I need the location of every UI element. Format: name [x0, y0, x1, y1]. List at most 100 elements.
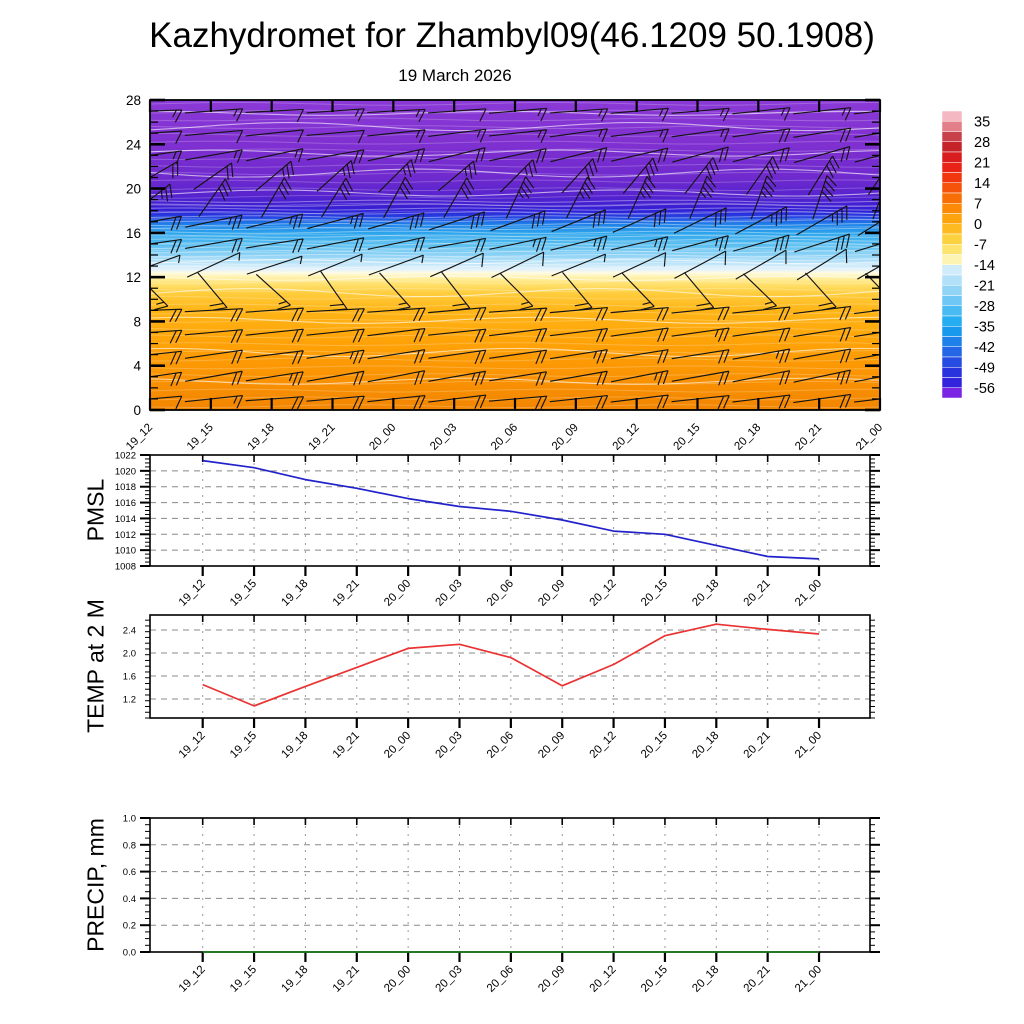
x-tick-label: 20_18 [690, 730, 721, 761]
x-tick-label: 20_18 [732, 422, 763, 453]
x-tick-label: 20_18 [690, 578, 721, 609]
colorbar-tick-label: -49 [974, 360, 995, 376]
wind-barbs [150, 107, 880, 410]
temp-grid [150, 615, 870, 718]
x-tick-label: 20_03 [434, 730, 465, 761]
x-tick-label: 20_15 [639, 730, 670, 761]
cross-section-y-tick-label: 0 [133, 403, 141, 418]
cross-section-x-labels: 19_12 19_15 19_18 19_21 20_00 20_03 20_06 20_09… [124, 422, 885, 453]
x-tick-label: 20_06 [489, 422, 520, 453]
x-tick-label: 19_18 [279, 578, 310, 609]
colorbar-tick-label: -35 [974, 319, 995, 335]
pmsl-series-line [202, 459, 820, 560]
x-tick-label: 19_18 [246, 422, 277, 453]
x-tick-label: 21_00 [793, 964, 824, 995]
precip-grid [150, 818, 870, 952]
x-tick-label: 20_12 [588, 730, 619, 761]
x-tick-label: 21_00 [793, 730, 824, 761]
colorbar-tick-label: -14 [974, 258, 995, 274]
precip-y-tick-label: 1.0 [123, 814, 136, 825]
precip-y-tick-label: 0.4 [123, 894, 136, 905]
colorbar-tick-label: 14 [974, 176, 990, 192]
x-tick-label: 20_00 [382, 578, 413, 609]
colorbar-tick-label: 21 [974, 155, 990, 171]
cross-section-y-tick-label: 8 [133, 314, 141, 329]
x-tick-label: 19_21 [331, 730, 362, 761]
colorbar-tick-label: 7 [974, 196, 982, 212]
cross-section-y-tick-label: 20 [126, 182, 141, 197]
x-tick-label: 21_00 [854, 422, 885, 453]
colorbar-tick-label: -56 [974, 381, 995, 397]
pmsl-y-tick-label: 1020 [115, 466, 136, 477]
x-tick-label: 19_15 [228, 578, 259, 609]
x-tick-label: 20_21 [742, 964, 773, 995]
temp-y-tick-label: 2.0 [123, 648, 136, 659]
x-tick-label: 20_06 [485, 730, 516, 761]
x-tick-label: 19_21 [331, 964, 362, 995]
cross-section-y-tick-label: 16 [126, 226, 141, 241]
cross-section-y-tick-label: 28 [126, 93, 141, 108]
x-tick-label: 19_15 [228, 964, 259, 995]
colorbar-tick-label: -21 [974, 278, 995, 294]
pmsl-y-tick-label: 1012 [115, 530, 136, 541]
precip-y-ticks: 0.0 0.2 0.4 0.6 0.8 1.0 [123, 814, 880, 959]
pmsl-y-tick-label: 1016 [115, 498, 136, 509]
cross-section-y-tick-label: 24 [126, 137, 142, 152]
x-tick-label: 19_15 [228, 730, 259, 761]
precip-y-tick-label: 0.6 [123, 867, 136, 878]
x-tick-label: 19_12 [124, 422, 155, 453]
pmsl-x-labels: 19_12 19_15 19_18 19_21 20_00 20_03 20_06 20_09… [177, 578, 824, 609]
x-tick-label: 20_12 [588, 964, 619, 995]
precip-y-tick-label: 0.0 [123, 948, 136, 959]
x-tick-label: 20_00 [367, 422, 398, 453]
cross-section-panel: 0 4 8 12 16 20 24 28 19_12 19_15 19_18 19_21 20_00 20… [124, 93, 885, 453]
x-tick-label: 20_15 [672, 422, 703, 453]
x-tick-label: 19_21 [307, 422, 338, 453]
x-tick-label: 20_12 [611, 422, 642, 453]
cross-section-axes: 0 4 8 12 16 20 24 28 [126, 93, 882, 418]
colorbar-tick-label: -42 [974, 340, 995, 356]
x-tick-label: 20_18 [690, 964, 721, 995]
pmsl-grid [150, 455, 870, 566]
temp-y-tick-label: 1.6 [123, 671, 136, 682]
x-tick-label: 20_09 [536, 578, 567, 609]
x-tick-label: 19_12 [177, 730, 208, 761]
colorbar-tick-label: -28 [974, 299, 995, 315]
x-tick-label: 20_03 [428, 422, 459, 453]
colorbar-tick-label: -7 [974, 237, 987, 253]
x-tick-label: 20_15 [639, 964, 670, 995]
date-subtitle: 19 March 2026 [398, 66, 512, 85]
x-tick-label: 20_09 [550, 422, 581, 453]
temp-y-tick-label: 2.4 [123, 625, 136, 636]
temp-panel: 1.2 1.6 2.0 2.4 19_12 19_15 19_18 19_21 20_00 20_… [123, 614, 875, 761]
cross-section-y-tick-label: 4 [133, 359, 141, 374]
colorbar-tick-label: 35 [974, 114, 990, 130]
x-tick-label: 20_06 [485, 578, 516, 609]
x-tick-label: 20_00 [382, 964, 413, 995]
x-tick-label: 20_09 [536, 730, 567, 761]
pmsl-y-tick-label: 1010 [115, 546, 136, 557]
precip-y-tick-label: 0.2 [123, 921, 136, 932]
pmsl-y-ticks: 1008 1010 1012 1014 1016 1018 1020 1022 [115, 451, 880, 573]
precip-y-tick-label: 0.8 [123, 840, 136, 851]
colorbar-tick-label: 28 [974, 135, 990, 151]
x-tick-label: 20_21 [793, 422, 824, 453]
x-tick-label: 19_12 [177, 578, 208, 609]
x-tick-label: 20_03 [434, 964, 465, 995]
cross-section-y-tick-label: 12 [126, 270, 141, 285]
temperature-colorbar: 35 28 21 14 7 0 -7 -14 -21 -28 -35 -42 -49 -56 [941, 110, 995, 399]
x-tick-label: 20_00 [382, 730, 413, 761]
temperature-field [150, 100, 880, 410]
x-tick-label: 20_03 [434, 578, 465, 609]
x-tick-label: 20_15 [639, 578, 670, 609]
x-tick-label: 19_18 [279, 730, 310, 761]
x-tick-label: 20_12 [588, 578, 619, 609]
x-tick-label: 19_15 [185, 422, 216, 453]
colorbar-tick-label: 0 [974, 217, 982, 233]
page-title: Kazhydromet for Zhambyl09(46.1209 50.190… [149, 16, 875, 55]
x-tick-label: 19_18 [279, 964, 310, 995]
pmsl-y-tick-label: 1022 [115, 451, 136, 462]
